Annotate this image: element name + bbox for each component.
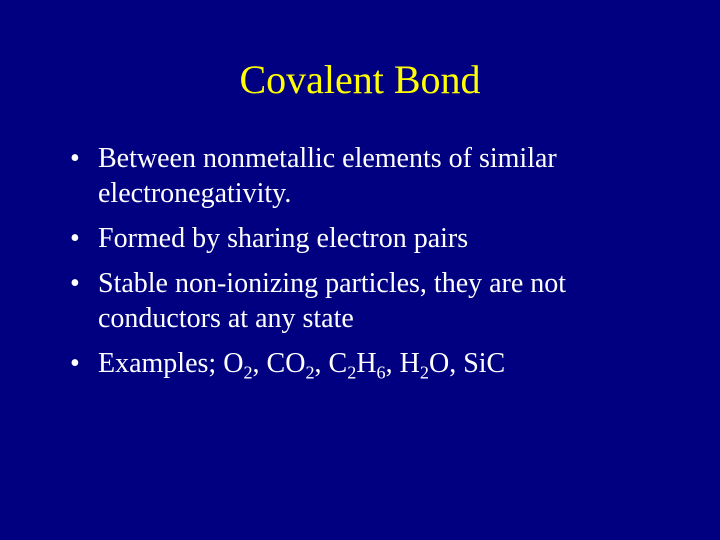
bullet-item: Stable non-ionizing particles, they are … [70,266,670,336]
subscript: 2 [420,363,429,383]
subscript: 6 [377,363,386,383]
slide: Covalent Bond Between nonmetallic elemen… [0,0,720,540]
bullet-item-examples: Examples; O2, CO2, C2H6, H2O, SiC [70,346,670,381]
bullet-item: Formed by sharing electron pairs [70,221,670,256]
subscript: 2 [347,363,356,383]
subscript: 2 [243,363,252,383]
slide-title: Covalent Bond [50,56,670,103]
subscript: 2 [305,363,314,383]
bullet-list: Between nonmetallic elements of similar … [50,141,670,381]
bullet-item: Between nonmetallic elements of similar … [70,141,670,211]
